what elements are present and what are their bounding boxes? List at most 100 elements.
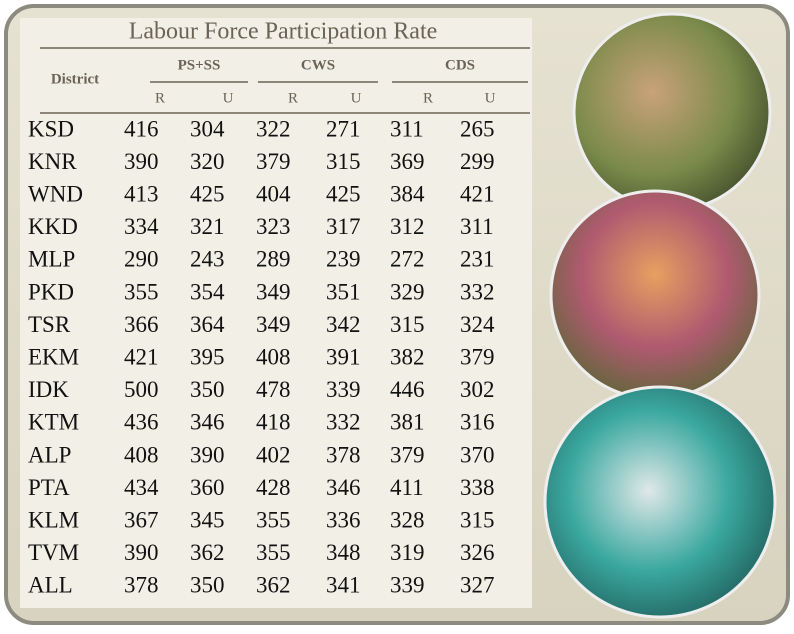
sub-header: U: [223, 90, 234, 106]
cell-value: 418: [256, 410, 291, 435]
cell-value: 446: [390, 377, 425, 402]
cell-value: 391: [326, 344, 361, 369]
cell-value: 382: [390, 344, 425, 369]
cell-value: 379: [256, 149, 291, 174]
cell-value: 366: [124, 312, 159, 337]
sub-header: R: [288, 90, 298, 106]
cell-value: 360: [190, 475, 225, 500]
district-name: TSR: [28, 312, 71, 337]
cell-value: 315: [390, 312, 425, 337]
cell-value: 311: [460, 214, 494, 239]
cell-value: 390: [124, 540, 159, 565]
cell-value: 339: [326, 377, 361, 402]
cell-value: 355: [256, 540, 291, 565]
cell-value: 341: [326, 573, 361, 598]
cell-value: 478: [256, 377, 291, 402]
cell-value: 315: [326, 149, 361, 174]
cell-value: 304: [190, 116, 225, 141]
cell-value: 349: [256, 279, 291, 304]
cell-value: 379: [390, 442, 425, 467]
cell-value: 321: [190, 214, 225, 239]
cell-value: 350: [190, 377, 225, 402]
district-name: ALP: [28, 442, 71, 467]
cell-value: 348: [326, 540, 361, 565]
cell-value: 319: [390, 540, 425, 565]
group-header: PS+SS: [178, 57, 221, 73]
cell-value: 328: [390, 507, 425, 532]
cell-value: 290: [124, 247, 159, 272]
cell-value: 243: [190, 247, 225, 272]
district-name: KLM: [28, 507, 79, 532]
cell-value: 413: [124, 181, 159, 206]
cell-value: 312: [390, 214, 425, 239]
cell-value: 265: [460, 116, 495, 141]
cell-value: 408: [124, 442, 159, 467]
cell-value: 384: [390, 181, 425, 206]
cell-value: 350: [190, 573, 225, 598]
cell-value: 379: [460, 344, 495, 369]
cell-value: 271: [326, 116, 361, 141]
cell-value: 311: [390, 116, 424, 141]
cell-value: 317: [326, 214, 361, 239]
district-name: PTA: [28, 475, 70, 500]
photo-surgeons: [543, 385, 777, 619]
cell-value: 336: [326, 507, 361, 532]
cell-value: 434: [124, 475, 159, 500]
district-name: KSD: [28, 116, 74, 141]
cell-value: 342: [326, 312, 361, 337]
cell-value: 272: [390, 247, 425, 272]
cell-value: 390: [124, 149, 159, 174]
district-name: WND: [28, 181, 83, 206]
cell-value: 421: [124, 344, 159, 369]
sub-header: U: [351, 90, 362, 106]
cell-value: 362: [256, 573, 291, 598]
cell-value: 351: [326, 279, 361, 304]
district-name: KTM: [28, 410, 79, 435]
cell-value: 381: [390, 410, 425, 435]
sub-header: R: [155, 90, 165, 106]
cell-value: 355: [124, 279, 159, 304]
cell-value: 395: [190, 344, 225, 369]
cell-value: 324: [460, 312, 495, 337]
cell-value: 355: [256, 507, 291, 532]
cell-value: 378: [326, 442, 361, 467]
cell-value: 378: [124, 573, 159, 598]
district-name: EKM: [28, 344, 79, 369]
cell-value: 500: [124, 377, 159, 402]
cell-value: 421: [460, 181, 495, 206]
cell-value: 323: [256, 214, 291, 239]
cell-value: 332: [460, 279, 495, 304]
cell-value: 367: [124, 507, 159, 532]
district-name: MLP: [28, 247, 75, 272]
photo-tea-picker: [549, 189, 761, 401]
cell-value: 416: [124, 116, 159, 141]
group-header: CDS: [445, 57, 475, 73]
cell-value: 334: [124, 214, 159, 239]
cell-value: 346: [326, 475, 361, 500]
district-name: TVM: [28, 540, 79, 565]
cell-value: 390: [190, 442, 225, 467]
sub-header: U: [485, 90, 496, 106]
cell-value: 428: [256, 475, 291, 500]
cell-value: 346: [190, 410, 225, 435]
cell-value: 370: [460, 442, 495, 467]
cell-value: 425: [190, 181, 225, 206]
table-title: Labour Force Participation Rate: [129, 19, 438, 45]
cell-value: 231: [460, 247, 495, 272]
cell-value: 349: [256, 312, 291, 337]
group-header: CWS: [301, 57, 335, 73]
cell-value: 411: [390, 475, 424, 500]
district-name: PKD: [28, 279, 74, 304]
cell-value: 402: [256, 442, 291, 467]
photo-worker: [572, 12, 772, 212]
cell-value: 408: [256, 344, 291, 369]
cell-value: 362: [190, 540, 225, 565]
cell-value: 299: [460, 149, 495, 174]
district-name: IDK: [28, 377, 69, 402]
cell-value: 338: [460, 475, 495, 500]
cell-value: 354: [190, 279, 225, 304]
cell-value: 332: [326, 410, 361, 435]
cell-value: 339: [390, 573, 425, 598]
district-name: KNR: [28, 149, 77, 174]
